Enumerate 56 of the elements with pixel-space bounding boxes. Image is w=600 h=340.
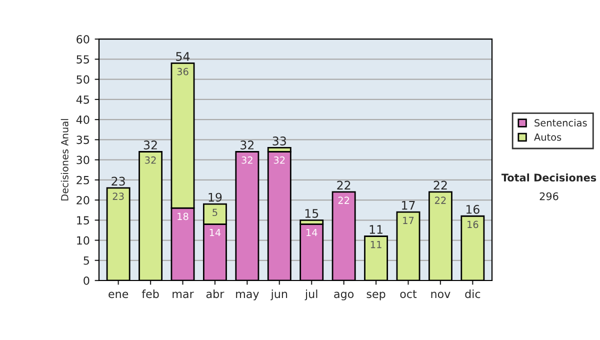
- total-label: 16: [466, 204, 480, 214]
- x-tick-label: sep: [366, 292, 386, 300]
- y-tick-label: 60: [76, 35, 90, 44]
- total-label: 23: [112, 176, 125, 186]
- x-tick-label: nov: [431, 292, 450, 298]
- y-tick-label: 20: [76, 196, 90, 204]
- x-tick-label: abr: [206, 290, 224, 298]
- data-label: 14: [210, 228, 221, 236]
- data-label: 22: [434, 196, 446, 204]
- total-label: 32: [240, 140, 254, 150]
- total-label: 22: [337, 180, 350, 190]
- y-tick-label: 55: [76, 55, 89, 64]
- data-label: 22: [338, 196, 350, 204]
- y-tick-label: 30: [76, 156, 90, 164]
- data-label: 32: [274, 156, 285, 164]
- x-tick-label: oct: [400, 290, 417, 298]
- data-label: 17: [403, 216, 414, 224]
- total-label: 11: [370, 225, 382, 234]
- total-label: 17: [402, 201, 415, 210]
- total-label: 22: [434, 180, 447, 190]
- x-tick-label: may: [236, 292, 259, 300]
- total-label: 19: [208, 192, 222, 202]
- y-tick-label: 35: [76, 136, 89, 144]
- legend-label: Autos: [534, 134, 562, 141]
- x-tick-label: feb: [142, 290, 159, 298]
- x-tick-label: jun: [270, 290, 288, 300]
- x-tick-label: ene: [108, 292, 128, 298]
- data-label: 11: [370, 241, 382, 248]
- y-tick-label: 0: [84, 276, 90, 285]
- data-label: 32: [242, 156, 252, 164]
- x-tick-label: mar: [172, 292, 194, 298]
- y-tick-label: 10: [77, 236, 90, 245]
- y-tick-label: 40: [76, 116, 90, 124]
- data-label: 32: [145, 156, 156, 164]
- y-tick-label: 15: [77, 216, 89, 225]
- total-label: 33: [272, 136, 286, 146]
- text: 296: [540, 192, 558, 200]
- y-axis-title: Decisiones Anual: [60, 119, 68, 200]
- total-label: 54: [176, 52, 190, 61]
- data-label: 5: [212, 208, 218, 216]
- data-label: 23: [112, 192, 124, 200]
- x-tick-label: dic: [465, 290, 480, 298]
- data-label: 14: [306, 228, 318, 236]
- y-tick-label: 45: [76, 96, 89, 104]
- y-tick-label: 25: [76, 176, 89, 184]
- x-tick-label: jul: [304, 290, 318, 300]
- y-tick-label: 50: [76, 75, 90, 84]
- total-label: 15: [305, 209, 318, 218]
- data-label: 16: [468, 220, 478, 228]
- text: Total Decisiones: [501, 173, 596, 182]
- data-label: 18: [178, 212, 188, 220]
- x-tick-label: ago: [334, 292, 354, 300]
- y-tick-label: 5: [84, 256, 89, 265]
- legend-label: Sentencias: [534, 118, 587, 127]
- total-label: 32: [144, 140, 157, 150]
- data-label: 36: [177, 68, 188, 76]
